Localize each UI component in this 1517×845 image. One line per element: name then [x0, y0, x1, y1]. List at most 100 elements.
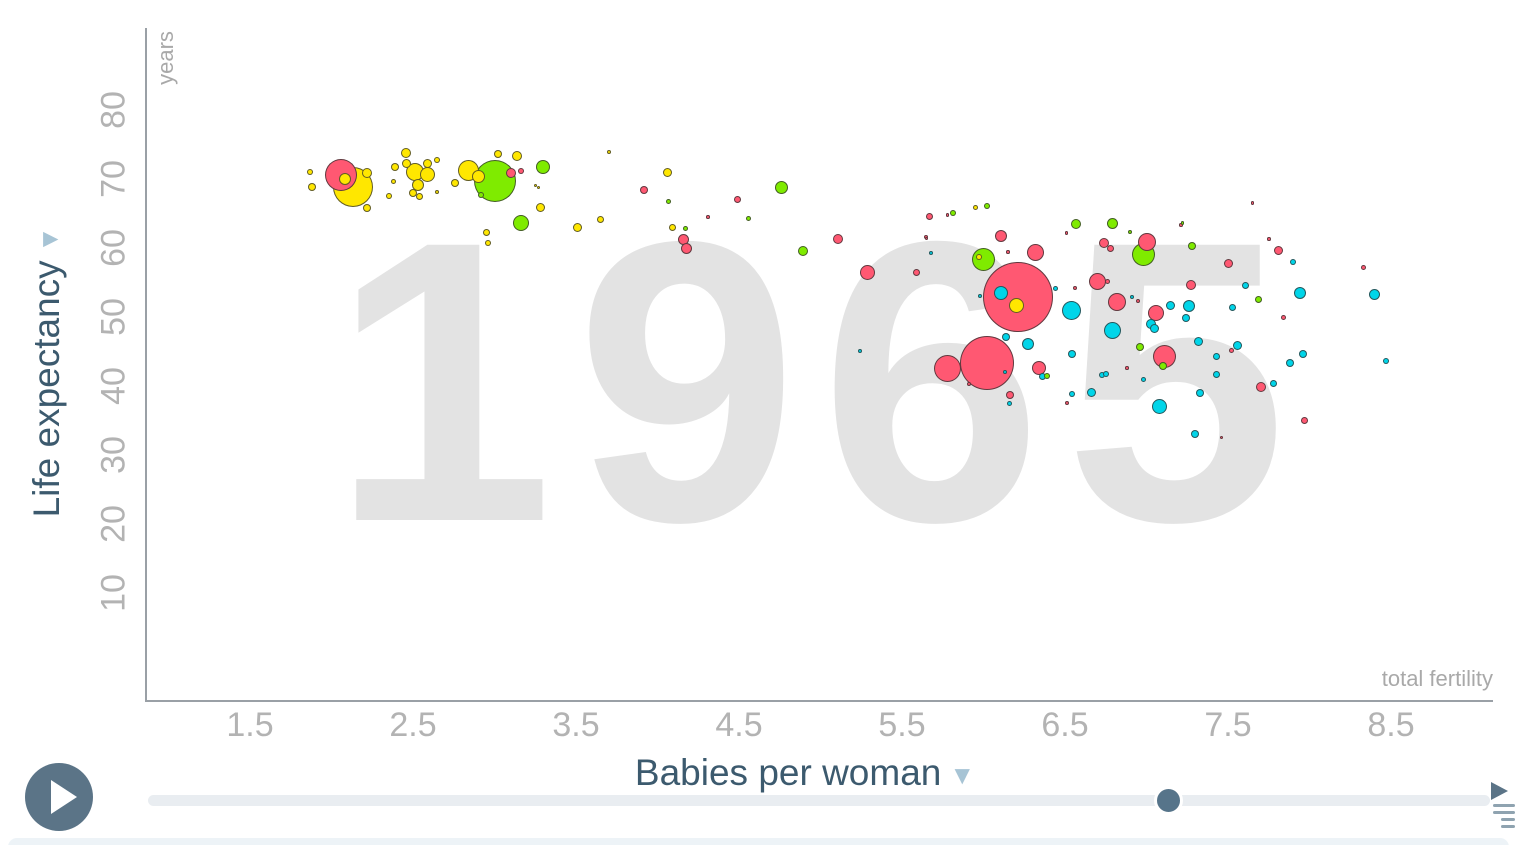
bubble-africa-cyan[interactable]	[1086, 387, 1096, 397]
bubble-africa-cyan[interactable]	[1068, 391, 1075, 398]
bubble-asia-red[interactable]	[1064, 231, 1069, 235]
bubble-asia-red[interactable]	[505, 167, 516, 178]
bubble-europe-yellow[interactable]	[972, 204, 978, 210]
bubble-asia-red[interactable]	[913, 268, 921, 276]
bubble-asia-red[interactable]	[1300, 416, 1309, 425]
bubble-europe-yellow[interactable]	[471, 170, 485, 184]
bubble-africa-cyan[interactable]	[1229, 303, 1237, 311]
bubble-europe-yellow[interactable]	[535, 203, 545, 213]
x-axis-title-dropdown[interactable]: Babies per woman ▼	[635, 752, 975, 794]
bubble-asia-red[interactable]	[640, 186, 649, 195]
bubble-europe-yellow[interactable]	[668, 223, 676, 231]
bubble-asia-red[interactable]	[733, 195, 741, 203]
bubble-europe-yellow[interactable]	[596, 215, 604, 223]
bubble-asia-red[interactable]	[833, 234, 844, 245]
bubble-europe-yellow[interactable]	[363, 203, 372, 212]
bubble-asia-red[interactable]	[1360, 264, 1366, 270]
bubble-africa-cyan[interactable]	[1002, 370, 1007, 375]
bubble-africa-cyan[interactable]	[1194, 337, 1204, 347]
bubble-europe-yellow[interactable]	[435, 190, 440, 195]
playback-speed-control[interactable]	[1489, 782, 1515, 834]
bubble-asia-red[interactable]	[934, 355, 962, 383]
bubble-africa-cyan[interactable]	[1150, 323, 1160, 333]
bubble-asia-red[interactable]	[966, 381, 971, 386]
bubble-asia-red[interactable]	[924, 236, 929, 241]
bubble-asia-red[interactable]	[1125, 366, 1129, 370]
bubble-africa-cyan[interactable]	[1182, 299, 1195, 312]
bubble-asia-red[interactable]	[945, 213, 950, 217]
bubble-africa-cyan[interactable]	[1021, 337, 1034, 350]
bubble-americas-green[interactable]	[1106, 218, 1118, 230]
bubble-africa-cyan[interactable]	[1285, 358, 1294, 367]
bubble-africa-cyan[interactable]	[1140, 376, 1146, 382]
bubble-africa-cyan[interactable]	[1052, 286, 1058, 292]
bubble-europe-yellow[interactable]	[385, 193, 392, 200]
bubble-africa-cyan[interactable]	[1102, 371, 1109, 378]
bubble-asia-red[interactable]	[1136, 299, 1141, 304]
bubble-americas-green[interactable]	[1188, 241, 1197, 250]
bubble-europe-yellow[interactable]	[434, 156, 441, 163]
bubble-americas-green[interactable]	[1135, 342, 1144, 351]
bubble-europe-yellow[interactable]	[537, 186, 540, 190]
bubble-africa-cyan[interactable]	[1129, 294, 1134, 299]
bubble-americas-green[interactable]	[478, 191, 485, 198]
bubble-asia-red[interactable]	[1148, 304, 1165, 321]
bubble-asia-red[interactable]	[1274, 245, 1284, 255]
bubble-asia-red[interactable]	[1219, 436, 1223, 440]
bubble-asia-red[interactable]	[1228, 348, 1234, 354]
bubble-asia-red[interactable]	[959, 336, 1014, 391]
bubble-europe-yellow[interactable]	[401, 147, 412, 158]
bubble-americas-green[interactable]	[1071, 218, 1082, 229]
bubble-europe-yellow[interactable]	[975, 253, 982, 260]
bubble-asia-red[interactable]	[1185, 280, 1196, 291]
bubble-europe-yellow[interactable]	[451, 179, 460, 188]
bubble-africa-cyan[interactable]	[1233, 340, 1243, 350]
bubble-asia-red[interactable]	[1072, 286, 1077, 291]
bubble-asia-red[interactable]	[860, 265, 876, 281]
bubble-asia-red[interactable]	[1223, 258, 1233, 268]
bubble-africa-cyan[interactable]	[1242, 282, 1250, 290]
bubble-africa-cyan[interactable]	[857, 348, 862, 353]
bubble-africa-cyan[interactable]	[978, 294, 983, 299]
bubble-europe-yellow[interactable]	[1008, 298, 1024, 314]
bubble-africa-cyan[interactable]	[1293, 286, 1306, 299]
bubble-europe-yellow[interactable]	[573, 223, 583, 233]
bubble-europe-yellow[interactable]	[512, 151, 523, 162]
bubble-asia-red[interactable]	[1104, 278, 1110, 284]
bubble-africa-cyan[interactable]	[929, 250, 934, 255]
bubble-europe-yellow[interactable]	[338, 173, 351, 185]
bubble-europe-yellow[interactable]	[606, 150, 611, 155]
play-button[interactable]	[25, 763, 93, 831]
bubble-americas-green[interactable]	[983, 202, 990, 209]
bubble-africa-cyan[interactable]	[1166, 300, 1176, 310]
bubble-europe-yellow[interactable]	[307, 169, 314, 176]
bubble-asia-red[interactable]	[1005, 390, 1014, 399]
bubble-asia-red[interactable]	[517, 167, 524, 174]
bubble-asia-red[interactable]	[982, 261, 1053, 332]
bubble-asia-red[interactable]	[926, 212, 934, 220]
bubble-africa-cyan[interactable]	[1196, 388, 1205, 397]
bubble-europe-yellow[interactable]	[423, 158, 433, 168]
bubble-asia-red[interactable]	[706, 215, 710, 219]
bubble-asia-red[interactable]	[995, 230, 1008, 243]
bubble-europe-yellow[interactable]	[391, 163, 400, 172]
bubble-americas-green[interactable]	[682, 226, 688, 232]
bubble-asia-red[interactable]	[1266, 237, 1271, 241]
timeline-slider-handle[interactable]	[1153, 786, 1183, 815]
bubble-europe-yellow[interactable]	[493, 150, 502, 159]
bubble-americas-green[interactable]	[746, 215, 752, 221]
bubble-africa-cyan[interactable]	[1181, 313, 1190, 322]
bubble-americas-green[interactable]	[1044, 373, 1051, 380]
bubble-americas-green[interactable]	[512, 215, 529, 232]
bubble-europe-yellow[interactable]	[533, 184, 537, 188]
bubble-africa-cyan[interactable]	[1103, 321, 1121, 339]
bubble-africa-cyan[interactable]	[1213, 352, 1221, 360]
bubble-asia-red[interactable]	[1280, 314, 1286, 320]
bubble-africa-cyan[interactable]	[1290, 258, 1297, 265]
bubble-africa-cyan[interactable]	[1007, 401, 1013, 407]
bubble-europe-yellow[interactable]	[484, 240, 491, 247]
bubble-europe-yellow[interactable]	[362, 167, 373, 178]
bubble-africa-cyan[interactable]	[1067, 350, 1076, 359]
bubble-africa-cyan[interactable]	[1152, 398, 1168, 414]
bubble-europe-yellow[interactable]	[420, 167, 436, 183]
